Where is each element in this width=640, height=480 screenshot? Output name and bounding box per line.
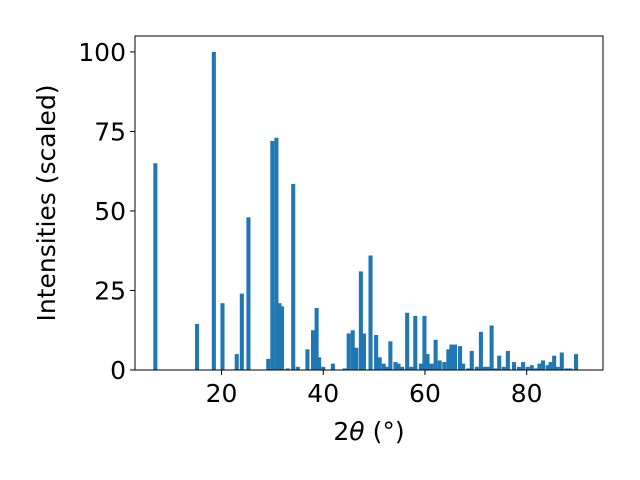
bar	[458, 346, 463, 370]
bar	[422, 315, 427, 370]
bar	[497, 355, 502, 370]
x-tick-label: 60	[409, 379, 441, 408]
bar-series	[153, 51, 579, 371]
bar	[384, 366, 389, 370]
bar	[350, 330, 355, 370]
x-axis-label-unit: (°)	[373, 417, 405, 446]
bar	[358, 271, 363, 370]
bar	[413, 315, 418, 370]
y-tick-label: 50	[94, 197, 126, 226]
bar	[555, 366, 560, 370]
y-axis-label: Intensities (scaled)	[32, 84, 61, 321]
bar	[377, 357, 382, 370]
x-axis-label-symbol: θ	[349, 417, 364, 446]
bar	[305, 349, 310, 370]
x-axis: 20 40 60 80	[206, 370, 543, 408]
bar	[346, 333, 351, 370]
x-axis-label: 2θ (°)	[333, 417, 404, 446]
bar	[540, 360, 546, 370]
bar	[274, 137, 279, 370]
bar	[493, 368, 498, 370]
bar	[568, 368, 573, 370]
bar	[405, 312, 410, 370]
x-tick-label: 40	[307, 379, 339, 408]
bar	[537, 363, 542, 370]
bar	[354, 347, 359, 370]
bar	[437, 360, 442, 370]
bar	[517, 366, 522, 370]
bar	[361, 333, 366, 370]
bar	[552, 355, 557, 370]
bar	[266, 358, 271, 370]
bar	[461, 363, 466, 370]
bar	[521, 362, 526, 370]
bar	[548, 362, 553, 370]
bar	[478, 331, 483, 370]
bar	[418, 363, 423, 370]
bar	[489, 325, 494, 370]
y-axis: 0 25 50 75 100	[78, 38, 135, 385]
bar	[564, 368, 569, 370]
bar	[317, 357, 322, 370]
bar	[342, 368, 347, 370]
bar	[291, 183, 296, 370]
bar	[545, 365, 550, 370]
bar	[374, 335, 379, 370]
bar	[270, 140, 275, 370]
bar	[442, 362, 447, 370]
bar	[511, 362, 517, 370]
bar	[321, 366, 326, 370]
bar	[314, 307, 319, 370]
bar	[485, 366, 490, 370]
bar	[311, 330, 316, 370]
bar	[466, 368, 471, 370]
bar	[429, 363, 434, 370]
bar	[529, 365, 534, 370]
y-tick-label: 75	[94, 117, 126, 146]
bar	[505, 350, 510, 370]
plot-frame	[134, 35, 604, 371]
y-tick-label: 100	[78, 38, 126, 67]
bar	[574, 354, 579, 370]
bar	[482, 366, 488, 370]
bar	[469, 350, 474, 370]
bar	[195, 323, 200, 370]
bar	[220, 303, 225, 370]
bar	[239, 293, 244, 370]
bar	[396, 363, 401, 370]
y-tick-label: 0	[110, 356, 126, 385]
bar	[393, 362, 398, 370]
bar	[559, 352, 564, 370]
x-axis-label-prefix: 2	[333, 417, 349, 446]
bar	[234, 354, 239, 370]
bar	[452, 344, 457, 370]
bar	[409, 366, 414, 370]
bar	[425, 354, 430, 370]
bar	[246, 217, 251, 370]
bar	[285, 368, 290, 370]
bar	[153, 163, 158, 370]
bar	[381, 363, 386, 370]
bar	[501, 366, 506, 370]
bar	[400, 366, 405, 370]
x-tick-label: 20	[206, 379, 238, 408]
bar	[211, 51, 216, 371]
bar	[295, 366, 300, 370]
bar	[446, 349, 451, 370]
bar	[368, 255, 373, 370]
x-tick-label: 80	[511, 379, 543, 408]
bar	[330, 363, 335, 370]
bar	[433, 339, 438, 370]
bar	[449, 344, 454, 370]
bar	[525, 366, 530, 370]
bar	[277, 303, 282, 370]
y-tick-label: 25	[94, 276, 126, 305]
bar	[474, 366, 479, 370]
bar	[533, 368, 538, 370]
bar	[279, 306, 285, 370]
bar	[388, 341, 393, 370]
